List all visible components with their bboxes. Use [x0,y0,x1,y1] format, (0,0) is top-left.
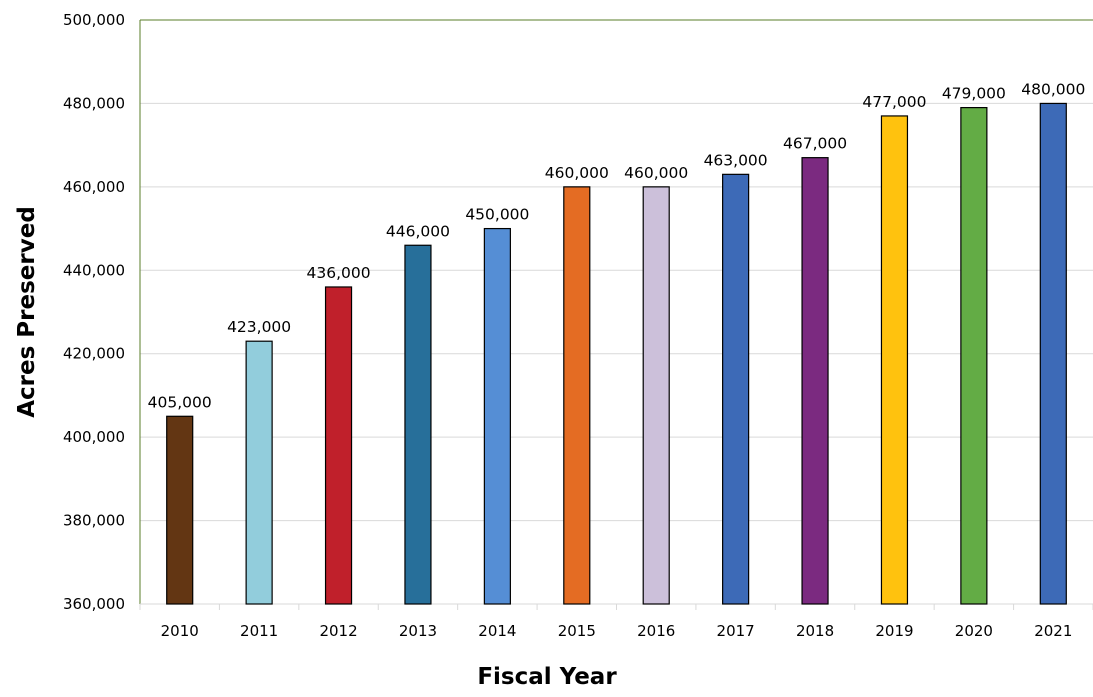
y-tick-label: 460,000 [63,178,125,196]
x-tick-label: 2018 [796,622,834,640]
gridlines [140,102,1093,522]
bar-2014 [483,227,511,605]
bar-2020 [960,106,988,605]
bar-2018 [801,157,829,605]
bar-2010 [166,415,194,605]
data-label: 460,000 [545,164,609,182]
bar-2019 [880,115,909,605]
data-label: 436,000 [306,264,370,282]
x-tick-label: 2014 [478,622,516,640]
y-tick-label: 500,000 [63,11,125,29]
data-labels: 405,000 423,000 436,000 446,000 450,000 460,0… [148,80,1086,411]
x-tick-label: 2016 [637,622,675,640]
data-label: 423,000 [227,318,291,336]
x-tick-label: 2011 [240,622,278,640]
x-tick-label: 2012 [319,622,357,640]
x-tick-label: 2021 [1034,622,1072,640]
y-tick-label: 440,000 [63,261,125,279]
data-label: 460,000 [624,164,688,182]
bar-2021 [1039,102,1067,605]
bars [166,102,1067,605]
bar-2017 [722,173,750,605]
data-label: 480,000 [1021,80,1085,98]
x-tick-label: 2013 [399,622,437,640]
data-label: 477,000 [862,93,926,111]
x-tick-label: 2010 [161,622,199,640]
y-tick-label: 480,000 [63,94,125,112]
x-tick-label: 2017 [717,622,755,640]
bar-2013 [404,244,432,605]
bar-2011 [245,340,273,605]
bar-2016 [642,186,670,605]
y-axis-tick-labels: 360,000 380,000 400,000 420,000 440,000 460,0… [63,11,125,613]
y-tick-label: 400,000 [63,428,125,446]
data-label: 446,000 [386,222,450,240]
x-tick-label: 2015 [558,622,596,640]
x-tick-label: 2020 [955,622,993,640]
data-label: 463,000 [704,151,768,169]
y-tick-label: 420,000 [63,345,125,363]
data-label: 479,000 [942,85,1006,103]
plot-frame [139,19,1093,610]
data-label: 467,000 [783,135,847,153]
x-axis-tick-labels: 2010 2011 2012 2013 2014 2015 2016 2017 2018 2019… [161,622,1073,640]
data-label: 450,000 [465,206,529,224]
data-label: 405,000 [148,393,212,411]
y-tick-label: 380,000 [63,512,125,530]
x-tick-label: 2019 [875,622,913,640]
y-axis-title: Acres Preserved [14,206,40,418]
bar-2012 [324,286,353,605]
x-axis-title: Fiscal Year [477,664,617,690]
bar-2015 [563,186,591,605]
y-tick-label: 360,000 [63,595,125,613]
